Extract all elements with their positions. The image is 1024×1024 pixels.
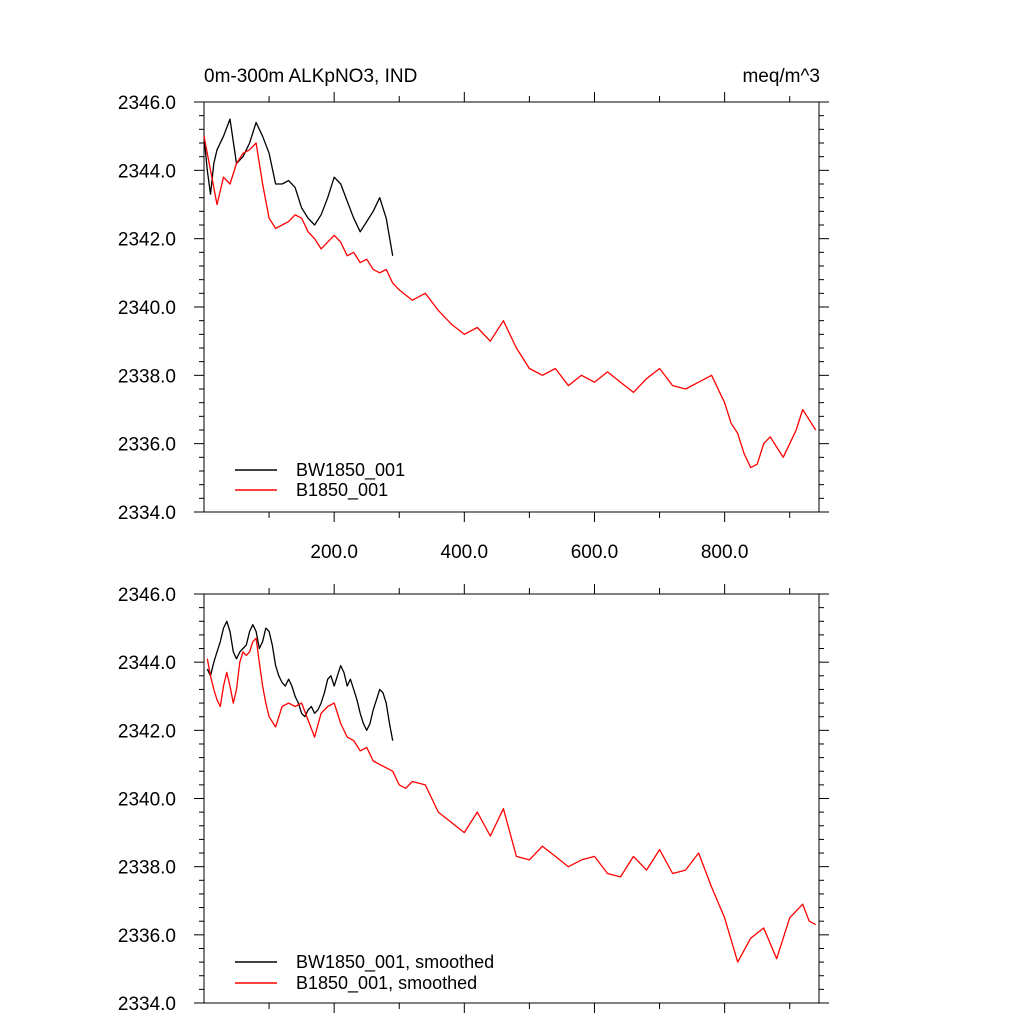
y-tick-label: 2334.0: [118, 994, 176, 1015]
y-tick-label: 2340.0: [118, 298, 176, 319]
top-series: [203, 118, 817, 469]
series-line-red: [203, 136, 817, 469]
y-tick-label: 2338.0: [118, 366, 176, 387]
top-tick-labels: 2334.0 2336.0 2338.0 2340.0 2342.0 2344.0 2346…: [118, 93, 749, 563]
top-chart-panel: 0m-300m ALKpNO3, IND meq/m^3 2334.0 2336.…: [118, 66, 829, 563]
legend-label: B1850_001: [296, 480, 388, 501]
x-tick-label: 200.0: [310, 542, 358, 563]
top-axis-ticks: [194, 92, 829, 522]
y-tick-label: 2344.0: [118, 653, 176, 674]
chart-units: meq/m^3: [742, 66, 820, 87]
y-tick-label: 2346.0: [118, 585, 176, 606]
y-tick-label: 2340.0: [118, 790, 176, 811]
y-tick-label: 2344.0: [118, 161, 176, 182]
y-tick-label: 2342.0: [118, 230, 176, 251]
y-tick-label: 2336.0: [118, 435, 176, 456]
series-line-black: [203, 118, 394, 256]
bottom-axis-ticks: [194, 584, 829, 1013]
x-tick-label: 600.0: [571, 542, 619, 563]
chart-title: 0m-300m ALKpNO3, IND: [204, 66, 417, 87]
bottom-series: [206, 620, 817, 963]
bottom-plot-frame: [203, 593, 820, 1004]
bottom-chart-panel: 2334.0 2336.0 2338.0 2340.0 2342.0 2344.0 2346…: [118, 584, 829, 1015]
y-tick-label: 2334.0: [118, 503, 176, 524]
legend-label: BW1850_001, smoothed: [296, 952, 494, 973]
x-tick-label: 800.0: [701, 542, 749, 563]
series-line-red: [206, 637, 817, 963]
legend-label: BW1850_001: [296, 460, 405, 481]
series-line-black: [206, 620, 394, 741]
x-tick-label: 400.0: [441, 542, 489, 563]
y-tick-label: 2338.0: [118, 858, 176, 879]
legend-label: B1850_001, smoothed: [296, 973, 477, 994]
y-tick-label: 2336.0: [118, 926, 176, 947]
bottom-tick-labels: 2334.0 2336.0 2338.0 2340.0 2342.0 2344.0 2346…: [118, 585, 176, 1015]
top-plot-frame: [203, 101, 820, 513]
y-tick-label: 2342.0: [118, 721, 176, 742]
y-tick-label: 2346.0: [118, 93, 176, 114]
